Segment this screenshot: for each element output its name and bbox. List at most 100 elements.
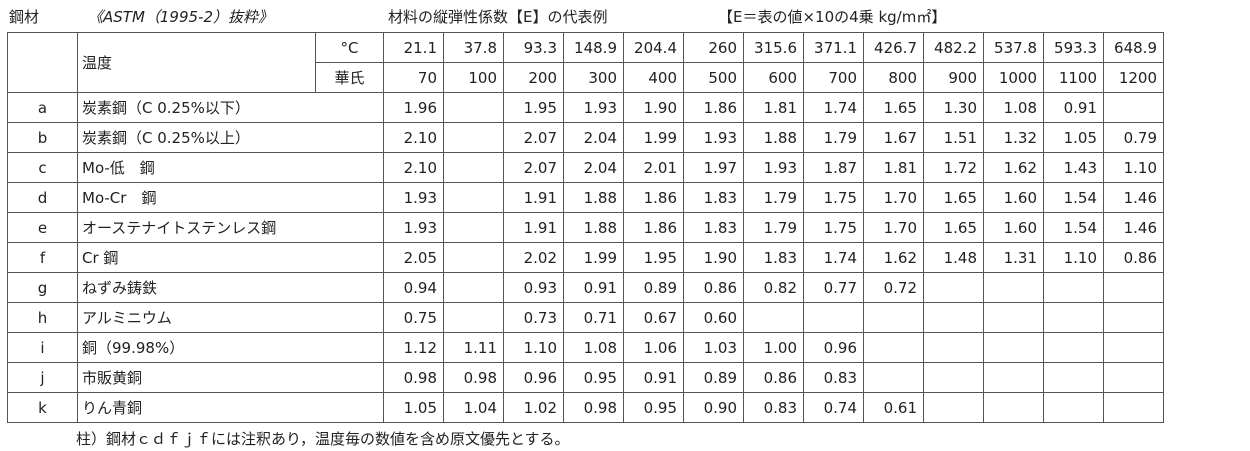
material-name: 市販黄銅 xyxy=(77,362,384,393)
value-cell: 1.43 xyxy=(1043,152,1104,183)
row-id: k xyxy=(7,392,78,423)
value-cell: 1.95 xyxy=(623,242,684,273)
value-cell xyxy=(923,272,984,303)
material-name: アルミニウム xyxy=(77,302,384,333)
row-id: i xyxy=(7,332,78,363)
value-cell: 0.71 xyxy=(563,302,624,333)
row-id: c xyxy=(7,152,78,183)
value-cell: 1.83 xyxy=(743,242,804,273)
value-cell xyxy=(983,392,1044,423)
table-row: e オーステナイトステンレス鋼 1.93 1.91 1.88 1.86 1.83 1.79 1.… xyxy=(7,212,1164,243)
value-cell: 1.88 xyxy=(563,182,624,213)
value-cell: 2.07 xyxy=(503,152,564,183)
value-cell: 1.87 xyxy=(803,152,864,183)
value-cell: 1.93 xyxy=(383,212,444,243)
value-cell: 2.07 xyxy=(503,122,564,153)
value-cell xyxy=(1043,272,1104,303)
value-cell: 1.83 xyxy=(683,182,744,213)
table-row: i 銅（99.98%） 1.12 1.11 1.10 1.08 1.06 1.03 1.00 0.… xyxy=(7,332,1164,363)
value-cell: 0.98 xyxy=(443,362,504,393)
fahrenheit-cell: 700 xyxy=(803,62,864,93)
value-cell: 0.89 xyxy=(623,272,684,303)
value-cell: 1.93 xyxy=(563,92,624,123)
material-name: オーステナイトステンレス鋼 xyxy=(77,212,384,243)
table-row: a 炭素鋼（C 0.25%以下） 1.96 1.95 1.93 1.90 1.86 1.81 1… xyxy=(7,92,1164,123)
value-cell: 1.99 xyxy=(563,242,624,273)
table-row: f Cr 鋼 2.05 2.02 1.99 1.95 1.90 1.83 1.74 1.62 1.4… xyxy=(7,242,1164,273)
value-cell: 1.96 xyxy=(383,92,444,123)
value-cell: 0.91 xyxy=(1043,92,1104,123)
value-cell: 1.93 xyxy=(683,122,744,153)
celsius-cell: 482.2 xyxy=(923,32,984,63)
value-cell: 1.70 xyxy=(863,212,924,243)
value-cell: 0.93 xyxy=(503,272,564,303)
value-cell: 1.08 xyxy=(563,332,624,363)
value-cell xyxy=(1043,392,1104,423)
value-cell xyxy=(443,242,504,273)
value-cell: 1.79 xyxy=(743,212,804,243)
value-cell: 1.10 xyxy=(503,332,564,363)
value-cell: 1.97 xyxy=(683,152,744,183)
value-cell xyxy=(863,332,924,363)
value-cell: 1.88 xyxy=(743,122,804,153)
value-cell: 1.54 xyxy=(1043,182,1104,213)
value-cell xyxy=(443,122,504,153)
value-cell: 1.79 xyxy=(743,182,804,213)
material-name: 銅（99.98%） xyxy=(77,332,384,363)
value-cell xyxy=(983,332,1044,363)
value-cell: 1.60 xyxy=(983,182,1044,213)
value-cell: 1.00 xyxy=(743,332,804,363)
value-cell: 1.91 xyxy=(503,212,564,243)
table-row: j 市販黄銅 0.98 0.98 0.96 0.95 0.91 0.89 0.86 0.83 xyxy=(7,362,1164,393)
value-cell xyxy=(983,272,1044,303)
value-cell xyxy=(1103,392,1164,423)
value-cell: 0.75 xyxy=(383,302,444,333)
value-cell xyxy=(923,302,984,333)
value-cell: 0.61 xyxy=(863,392,924,423)
value-cell xyxy=(443,152,504,183)
value-cell: 0.83 xyxy=(803,362,864,393)
fahrenheit-cell: 70 xyxy=(383,62,444,93)
value-cell: 1.30 xyxy=(923,92,984,123)
value-cell: 0.86 xyxy=(743,362,804,393)
value-cell: 0.98 xyxy=(563,392,624,423)
value-cell: 1.91 xyxy=(503,182,564,213)
value-cell: 0.60 xyxy=(683,302,744,333)
value-cell xyxy=(1103,362,1164,393)
value-cell xyxy=(1043,362,1104,393)
value-cell: 1.74 xyxy=(803,92,864,123)
header-line: 鋼材 《ASTM（1995-2）抜粋》 材料の縦弾性係数【E】の代表例 【E＝表… xyxy=(0,6,1250,28)
value-cell: 1.06 xyxy=(623,332,684,363)
value-cell: 0.67 xyxy=(623,302,684,333)
value-cell: 0.72 xyxy=(863,272,924,303)
celsius-cell: 648.9 xyxy=(1103,32,1164,63)
value-cell xyxy=(743,302,804,333)
value-cell xyxy=(803,302,864,333)
celsius-cell: 315.6 xyxy=(743,32,804,63)
fahrenheit-cell: 100 xyxy=(443,62,504,93)
fahrenheit-cell: 200 xyxy=(503,62,564,93)
value-cell xyxy=(1103,302,1164,333)
steel-label: 鋼材 xyxy=(9,8,40,26)
value-cell: 1.65 xyxy=(923,182,984,213)
value-cell: 0.79 xyxy=(1103,122,1164,153)
value-cell xyxy=(863,302,924,333)
source-label: 《ASTM（1995-2）抜粋》 xyxy=(88,8,274,26)
celsius-cell: 260 xyxy=(683,32,744,63)
value-cell xyxy=(1103,92,1164,123)
value-cell: 1.65 xyxy=(863,92,924,123)
value-cell: 1.04 xyxy=(443,392,504,423)
celsius-cell: 593.3 xyxy=(1043,32,1104,63)
fahrenheit-cell: 500 xyxy=(683,62,744,93)
value-cell: 1.62 xyxy=(863,242,924,273)
celsius-cell: 537.8 xyxy=(983,32,1044,63)
fahrenheit-cell: 1000 xyxy=(983,62,1044,93)
celsius-cell: 37.8 xyxy=(443,32,504,63)
value-cell xyxy=(443,92,504,123)
value-cell: 1.86 xyxy=(623,212,684,243)
value-cell: 1.99 xyxy=(623,122,684,153)
value-cell xyxy=(923,332,984,363)
value-cell: 1.90 xyxy=(683,242,744,273)
fahrenheit-label: 華氏 xyxy=(315,62,384,93)
value-cell: 1.46 xyxy=(1103,212,1164,243)
